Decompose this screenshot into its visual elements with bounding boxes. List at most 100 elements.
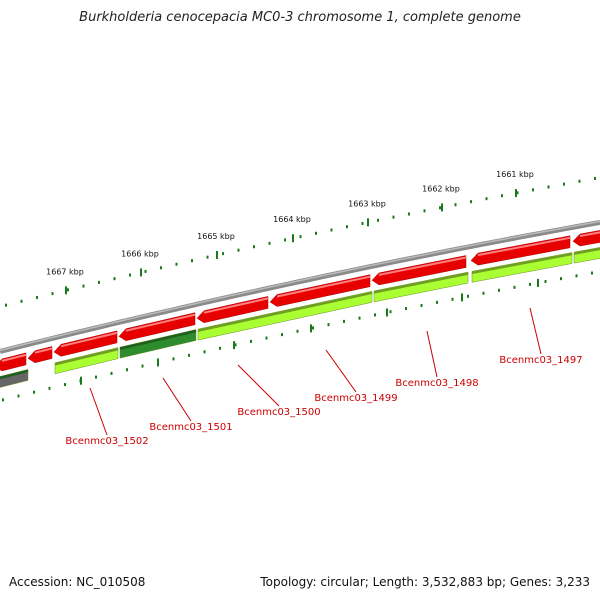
forward-gene-arrow (572, 230, 600, 247)
reverse-gene-edge (54, 347, 119, 366)
gene-label: Bcenmc03_1498 (395, 378, 478, 389)
scale-dot (482, 291, 485, 295)
scale-dot (160, 266, 162, 270)
scale-dot (67, 288, 69, 292)
scale-dot (532, 188, 534, 192)
scale-dot (172, 357, 175, 361)
reverse-gene-edge (573, 247, 600, 255)
scale-dot (206, 255, 209, 259)
reverse-gene-bar (573, 247, 600, 264)
scale-dot (141, 364, 144, 368)
scale-dot (284, 238, 286, 242)
scale-dot (392, 215, 395, 219)
scale-dot (312, 326, 314, 330)
scale-dot (64, 383, 66, 387)
scale-dot (268, 241, 271, 245)
scale-dot (498, 288, 500, 292)
scale-dot (296, 329, 299, 333)
scale-dot (222, 252, 224, 256)
scale-tick-label: 1662 kbp (422, 184, 460, 193)
scale-major-tick (65, 286, 67, 295)
scale-dot (439, 206, 441, 210)
scale-major-tick (461, 293, 463, 302)
gene-label-leader (426, 330, 438, 378)
scale-major-tick (515, 189, 517, 198)
scale-major-tick (233, 341, 235, 350)
reverse-gene-edge (197, 291, 373, 332)
scale-dot (281, 333, 283, 337)
scale-dot (374, 313, 376, 317)
genome-backbone (0, 219, 600, 354)
scale-dot (408, 212, 410, 216)
scale-dot (361, 222, 364, 226)
scale-dot (578, 179, 581, 183)
scale-dot (110, 371, 113, 375)
scale-dot (467, 294, 469, 298)
scale-major-tick (441, 203, 443, 212)
scale-major-tick (292, 234, 294, 243)
scale-dot (485, 197, 488, 201)
forward-gene-shine (34, 347, 53, 354)
scale-dot (423, 209, 426, 213)
scale-tick-label: 1666 kbp (121, 249, 159, 258)
scale-dot (327, 323, 330, 327)
scale-dot (5, 303, 7, 307)
scale-tick-label: 1663 kbp (348, 199, 386, 208)
scale-ticks: 1667 kbp 1666 kbp 1665 kbp 1664 kbp 1663 kbp… (46, 170, 539, 385)
forward-gene-shine (125, 313, 196, 332)
scale-dot (33, 390, 35, 394)
scale-dot (389, 310, 392, 314)
forward-gene-shine (276, 275, 371, 298)
gene-label: Bcenmc03_1497 (499, 355, 582, 366)
scale-dot (436, 300, 438, 304)
scale-dot (330, 228, 333, 232)
scale-dot (358, 316, 361, 320)
scale-dot (126, 368, 128, 372)
forward-gene-shine (203, 297, 269, 314)
scale-dot (219, 346, 221, 350)
scale-dot (95, 375, 97, 379)
gene-label-leader (89, 387, 108, 436)
scale-dot (253, 245, 255, 249)
gene-label-leader (162, 377, 192, 422)
scale-dot (299, 235, 302, 239)
forward-gene-shine (1, 353, 27, 362)
scale-dot (501, 194, 503, 198)
scale-dot (17, 394, 20, 398)
reverse-gene-edge (119, 329, 197, 350)
scale-dot (516, 191, 519, 195)
scale-tick-label: 1661 kbp (496, 170, 534, 179)
scale-dot (529, 282, 531, 286)
scale-dot (315, 231, 317, 235)
scale-dot (470, 200, 472, 204)
scale-dot (51, 292, 54, 296)
forward-strand-track (0, 230, 600, 372)
genome-summary-text: Topology: circular; Length: 3,532,883 bp… (260, 575, 590, 589)
scale-dot (343, 319, 345, 323)
forward-gene-shine (477, 236, 571, 257)
scale-major-tick (310, 324, 312, 333)
scale-dot (203, 350, 206, 354)
scale-dot (129, 273, 131, 277)
scale-dot (20, 299, 23, 303)
scale-dot (191, 259, 193, 263)
backbone-highlight (0, 220, 600, 352)
scale-dot (544, 280, 547, 284)
gene-label: Bcenmc03_1499 (314, 393, 397, 404)
scale-dot (250, 339, 252, 343)
scale-tick-label: 1665 kbp (197, 232, 235, 241)
scale-major-tick (386, 308, 388, 317)
scale-major-tick (216, 250, 218, 259)
reverse-gene-edge (0, 369, 29, 380)
scale-tick-label: 1667 kbp (46, 267, 84, 276)
scale-dot (575, 274, 578, 278)
scale-dot (377, 218, 379, 222)
scale-dot (113, 277, 116, 281)
gene-label: Bcenmc03_1500 (237, 407, 320, 418)
gene-label-leader (237, 364, 280, 407)
scale-dot (591, 271, 593, 275)
forward-gene-shine (60, 331, 118, 348)
scale-dot (513, 285, 516, 289)
